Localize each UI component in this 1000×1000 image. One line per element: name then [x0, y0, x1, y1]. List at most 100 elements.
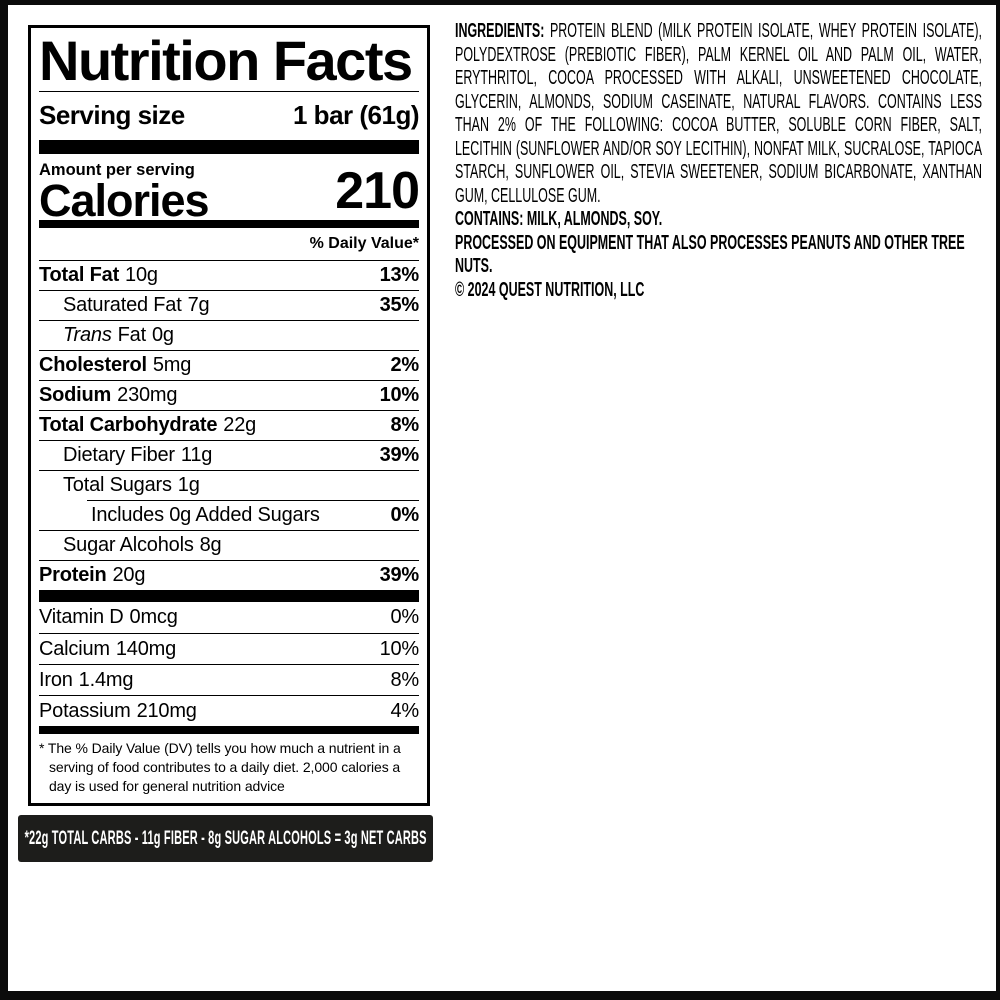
nutrition-facts-label: Nutrition Facts Serving size 1 bar (61g)…: [28, 25, 430, 807]
nutrient-name: Cholesterol: [39, 354, 147, 377]
nutrient-dv: 8%: [390, 414, 419, 437]
nutrient-dv: 0%: [390, 606, 419, 629]
nutrient-row-saturated-fat: Saturated Fat 7g 35%: [39, 290, 419, 320]
contains-statement: CONTAINS: MILK, ALMONDS, SOY.: [455, 208, 663, 230]
nutrient-amount: 230mg: [117, 384, 178, 407]
ingredients-text-block: INGREDIENTS: PROTEIN BLEND (MILK PROTEIN…: [455, 20, 982, 302]
calories-block: Amount per serving Calories 210: [39, 154, 420, 227]
nutrient-amount: 1.4mg: [78, 668, 134, 691]
nutrient-dv: 8%: [390, 668, 419, 691]
nutrient-name-group: Sugar Alcohols 8g: [63, 534, 222, 557]
nutrient-amount: 11g: [180, 444, 213, 467]
ingredients-panel: INGREDIENTS: PROTEIN BLEND (MILK PROTEIN…: [455, 20, 985, 302]
divider-hairline: [39, 91, 419, 93]
nutrient-name-group: Iron 1.4mg: [39, 669, 133, 692]
nutrient-name: Saturated Fat: [63, 294, 182, 317]
nutrient-row-total-sugars: Total Sugars 1g: [39, 470, 419, 500]
nutrient-amount: 5mg: [152, 354, 192, 377]
nutrient-name-group: Sodium 230mg: [39, 384, 177, 407]
nutrient-amount: 0mcg: [129, 606, 178, 629]
nutrient-name: Fat: [117, 324, 146, 347]
nutrient-name: Total Fat: [39, 264, 120, 287]
vitamin-row-vitamin-d: Vitamin D 0mcg 0%: [39, 602, 419, 633]
daily-value-footnote: * The % Daily Value (DV) tells you how m…: [39, 740, 401, 795]
vitamin-row-potassium: Potassium 210mg 4%: [39, 695, 419, 726]
nutrient-amount: 22g: [223, 414, 257, 437]
nutrient-row-dietary-fiber: Dietary Fiber 11g 39%: [39, 440, 419, 470]
nutrient-name-group: Dietary Fiber 11g: [63, 444, 212, 467]
nutrient-name-group: Vitamin D 0mcg: [39, 606, 178, 629]
nutrient-name-group: Total Fat 10g: [39, 264, 158, 287]
nutrient-dv: 13%: [379, 264, 420, 287]
serving-size-row: Serving size 1 bar (61g): [39, 92, 420, 140]
ingredients-heading: INGREDIENTS:: [455, 20, 545, 42]
nutrient-row-added-sugars: Includes 0g Added Sugars 0%: [39, 500, 419, 530]
nutrient-name-group: Trans Fat 0g: [63, 324, 174, 347]
daily-value-header: % Daily Value*: [309, 235, 419, 253]
package-edge-bottom: [0, 991, 1000, 1000]
net-carbs-text: *22g TOTAL CARBS - 11g FIBER - 8g SUGAR …: [24, 827, 427, 849]
nutrient-amount: 20g: [112, 564, 146, 587]
nutrient-name-group: Saturated Fat 7g: [63, 294, 210, 317]
nutrient-name-group: Includes 0g Added Sugars: [91, 504, 320, 527]
nutrient-amount: 140mg: [115, 637, 176, 660]
nutrient-name: Potassium: [39, 699, 131, 722]
nutrient-dv: 4%: [390, 699, 419, 722]
nutrient-dv: 10%: [379, 384, 420, 407]
divider-bar-thick: [39, 590, 419, 603]
vitamin-row-calcium: Calcium 140mg 10%: [39, 633, 419, 664]
nutrient-amount: 7g: [187, 294, 210, 317]
ingredients-list: PROTEIN BLEND (MILK PROTEIN ISOLATE, WHE…: [455, 20, 983, 207]
nutrient-name: Total Sugars: [63, 474, 172, 497]
nutrient-name: Protein: [39, 564, 107, 587]
nutrient-name: Iron: [39, 668, 73, 691]
nutrient-dv: 39%: [379, 444, 420, 467]
nutrient-row-sodium: Sodium 230mg 10%: [39, 380, 419, 410]
nutrient-name-group: Calcium 140mg: [39, 638, 176, 661]
allergen-warning: PROCESSED ON EQUIPMENT THAT ALSO PROCESS…: [455, 231, 965, 278]
nutrient-row-cholesterol: Cholesterol 5mg 2%: [39, 350, 419, 380]
nutrient-name: Total Carbohydrate: [39, 414, 218, 437]
nutrient-name-group: Total Sugars 1g: [63, 474, 200, 497]
nutrient-name-group: Protein 20g: [39, 564, 145, 587]
nutrient-name: Includes 0g Added Sugars: [91, 503, 320, 526]
nutrient-name: Calcium: [39, 637, 110, 660]
nutrient-dv: 35%: [379, 294, 420, 317]
serving-size-value: 1 bar (61g): [293, 100, 420, 131]
copyright-line: © 2024 QUEST NUTRITION, LLC: [455, 278, 645, 301]
nutrient-row-total-carbohydrate: Total Carbohydrate 22g 8%: [39, 410, 419, 440]
nutrition-facts-title: Nutrition Facts: [39, 29, 413, 92]
calories-label: Calories: [39, 175, 210, 227]
nutrient-amount: 1g: [177, 474, 200, 497]
nutrient-name: Dietary Fiber: [63, 444, 175, 467]
serving-size-label: Serving size: [39, 100, 185, 131]
nutrient-dv: 39%: [379, 564, 420, 587]
nutrient-row-sugar-alcohols: Sugar Alcohols 8g: [39, 530, 419, 560]
nutrient-row-protein: Protein 20g 39%: [39, 560, 419, 590]
nutrient-dv: 0%: [390, 503, 419, 526]
nutrient-amount: 8g: [199, 534, 222, 557]
nutrient-name-group: Total Carbohydrate 22g: [39, 414, 256, 437]
nutrient-dv: 2%: [390, 354, 419, 377]
nutrient-name: Sugar Alcohols: [63, 534, 194, 557]
nutrient-row-trans-fat: Trans Fat 0g: [39, 320, 419, 350]
nutrient-amount: 0g: [151, 324, 174, 347]
package-edge-right: [996, 0, 1000, 1000]
nutrient-name-group: Cholesterol 5mg: [39, 354, 191, 377]
net-carbs-banner: *22g TOTAL CARBS - 11g FIBER - 8g SUGAR …: [18, 815, 433, 862]
calories-value: 210: [335, 162, 420, 221]
divider-bar-thick: [39, 140, 419, 155]
nutrient-row-total-fat: Total Fat 10g 13%: [39, 260, 419, 290]
nutrient-name: Sodium: [39, 384, 112, 407]
package-edge-left: [0, 0, 8, 1000]
divider-bar-medium: [39, 726, 419, 735]
nutrient-amount: 210mg: [136, 699, 197, 722]
vitamin-row-iron: Iron 1.4mg 8%: [39, 664, 419, 695]
amount-per-serving-label: Amount per serving: [39, 161, 195, 180]
nutrient-name-group: Potassium 210mg: [39, 700, 197, 723]
nutrient-name: Vitamin D: [39, 606, 124, 629]
ingredients-paragraph: INGREDIENTS: PROTEIN BLEND (MILK PROTEIN…: [455, 20, 982, 208]
nutrient-amount: 10g: [125, 264, 158, 287]
nutrient-dv: 10%: [379, 637, 420, 660]
